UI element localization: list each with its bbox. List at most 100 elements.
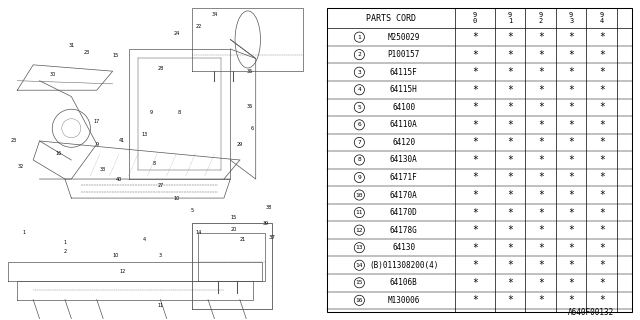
Text: 21: 21 xyxy=(240,237,246,242)
Text: *: * xyxy=(568,50,574,60)
Text: 35: 35 xyxy=(246,69,253,74)
Text: 11: 11 xyxy=(157,303,163,308)
Text: *: * xyxy=(538,155,543,165)
Text: 22: 22 xyxy=(195,24,202,29)
Text: *: * xyxy=(508,190,513,200)
Text: *: * xyxy=(568,190,574,200)
Text: 6: 6 xyxy=(358,122,361,127)
Text: *: * xyxy=(472,120,478,130)
Text: *: * xyxy=(508,243,513,253)
Text: 16: 16 xyxy=(56,151,61,156)
Text: *: * xyxy=(472,155,478,165)
Text: *: * xyxy=(599,85,605,95)
Text: *: * xyxy=(568,243,574,253)
Text: 10: 10 xyxy=(113,253,119,258)
Text: 64130A: 64130A xyxy=(390,156,418,164)
Text: 64171F: 64171F xyxy=(390,173,418,182)
Text: 1: 1 xyxy=(358,35,361,40)
Text: *: * xyxy=(472,67,478,77)
Text: *: * xyxy=(599,32,605,42)
Text: *: * xyxy=(538,172,543,182)
Text: 11: 11 xyxy=(356,210,363,215)
Text: *: * xyxy=(508,32,513,42)
Text: M130006: M130006 xyxy=(388,296,420,305)
Text: (B)011308200(4): (B)011308200(4) xyxy=(369,261,438,270)
Text: 31: 31 xyxy=(68,43,74,48)
Text: 10: 10 xyxy=(173,196,179,201)
Text: 8: 8 xyxy=(152,161,156,166)
Text: 23: 23 xyxy=(84,50,90,55)
Text: 64170D: 64170D xyxy=(390,208,418,217)
Text: 5: 5 xyxy=(191,208,194,213)
Text: *: * xyxy=(472,260,478,270)
Text: PARTS CORD: PARTS CORD xyxy=(366,13,416,22)
Text: 64110A: 64110A xyxy=(390,120,418,129)
Text: 64106B: 64106B xyxy=(390,278,418,287)
Text: *: * xyxy=(538,137,543,148)
Text: *: * xyxy=(472,172,478,182)
Text: 17: 17 xyxy=(93,119,100,124)
Text: 9
4: 9 4 xyxy=(600,12,604,24)
Text: 38: 38 xyxy=(266,205,271,210)
Text: *: * xyxy=(599,50,605,60)
Text: *: * xyxy=(538,50,543,60)
Text: 7: 7 xyxy=(358,140,361,145)
Text: 64178G: 64178G xyxy=(390,226,418,235)
Text: *: * xyxy=(472,102,478,112)
Text: 34: 34 xyxy=(211,12,218,17)
Text: *: * xyxy=(508,137,513,148)
Text: *: * xyxy=(568,172,574,182)
Text: *: * xyxy=(472,190,478,200)
Text: 12: 12 xyxy=(356,228,363,233)
Text: *: * xyxy=(472,278,478,288)
Text: *: * xyxy=(599,155,605,165)
Text: 64120: 64120 xyxy=(392,138,415,147)
Text: 36: 36 xyxy=(246,104,253,108)
Text: 8: 8 xyxy=(178,110,181,115)
Text: *: * xyxy=(599,172,605,182)
Text: 16: 16 xyxy=(356,298,363,303)
Text: 23: 23 xyxy=(11,139,17,143)
Text: 9
0: 9 0 xyxy=(473,12,477,24)
Text: 64115F: 64115F xyxy=(390,68,418,77)
Text: 4: 4 xyxy=(358,87,361,92)
Text: *: * xyxy=(599,208,605,218)
Text: 9: 9 xyxy=(95,142,99,147)
Text: *: * xyxy=(508,120,513,130)
Text: *: * xyxy=(599,295,605,305)
Text: P100157: P100157 xyxy=(388,50,420,59)
Text: *: * xyxy=(538,67,543,77)
Text: 8: 8 xyxy=(358,157,361,163)
Text: *: * xyxy=(508,172,513,182)
Text: *: * xyxy=(568,85,574,95)
Text: 33: 33 xyxy=(100,167,106,172)
Text: *: * xyxy=(472,50,478,60)
Text: 9
1: 9 1 xyxy=(508,12,512,24)
Text: *: * xyxy=(568,137,574,148)
Text: *: * xyxy=(568,32,574,42)
Text: *: * xyxy=(508,50,513,60)
Text: 20: 20 xyxy=(230,227,237,232)
Text: 64115H: 64115H xyxy=(390,85,418,94)
Text: *: * xyxy=(599,225,605,235)
Text: 15: 15 xyxy=(356,280,363,285)
Text: 27: 27 xyxy=(157,183,163,188)
Text: *: * xyxy=(472,85,478,95)
Text: 40: 40 xyxy=(116,177,122,181)
Text: 9
2: 9 2 xyxy=(539,12,543,24)
Text: 14: 14 xyxy=(195,230,202,236)
Text: 15: 15 xyxy=(230,215,237,220)
Text: 24: 24 xyxy=(173,31,179,36)
Text: 6: 6 xyxy=(251,126,254,131)
Text: 5: 5 xyxy=(358,105,361,110)
Text: *: * xyxy=(568,295,574,305)
Text: 64170A: 64170A xyxy=(390,190,418,200)
Text: 4: 4 xyxy=(143,237,146,242)
Text: 41: 41 xyxy=(119,139,125,143)
Text: *: * xyxy=(472,295,478,305)
Text: *: * xyxy=(568,208,574,218)
Text: *: * xyxy=(599,260,605,270)
Text: *: * xyxy=(472,225,478,235)
Text: *: * xyxy=(538,295,543,305)
Text: *: * xyxy=(538,32,543,42)
